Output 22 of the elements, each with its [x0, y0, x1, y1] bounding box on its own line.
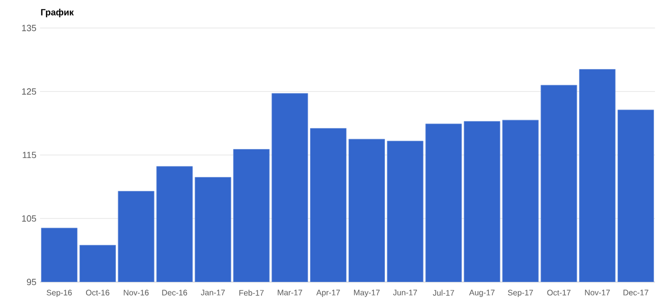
chart-title: График [41, 8, 74, 18]
x-tick-label: May-17 [354, 290, 380, 297]
x-tick-label: Jan-17 [200, 290, 225, 296]
x-tick-label: Feb-17 [239, 290, 264, 296]
x-tick-label: Oct-16 [86, 290, 110, 296]
x-tick-label: Jul-17 [432, 290, 454, 296]
x-tick-label: Nov-17 [585, 290, 610, 296]
x-tick-label: Sep-16 [46, 290, 72, 298]
y-tick-label: 95 [26, 278, 36, 286]
x-tick-label: Nov-16 [124, 290, 149, 296]
x-tick-label: Dec-17 [624, 290, 648, 296]
x-tick-label: Dec-16 [162, 290, 188, 296]
y-tick-label: 125 [22, 88, 36, 95]
x-tick-label: Sep-17 [508, 290, 533, 298]
x-tick-label: Oct-17 [547, 290, 570, 296]
x-tick-label: Jun-17 [393, 290, 417, 296]
y-tick-label: 115 [22, 152, 36, 158]
x-tick-label: Aug-17 [469, 290, 495, 297]
y-tick-label: 135 [22, 24, 36, 32]
x-tick-label: Mar-17 [278, 290, 302, 296]
y-tick-label: 105 [22, 215, 36, 222]
x-tick-label: Apr-17 [316, 290, 340, 297]
